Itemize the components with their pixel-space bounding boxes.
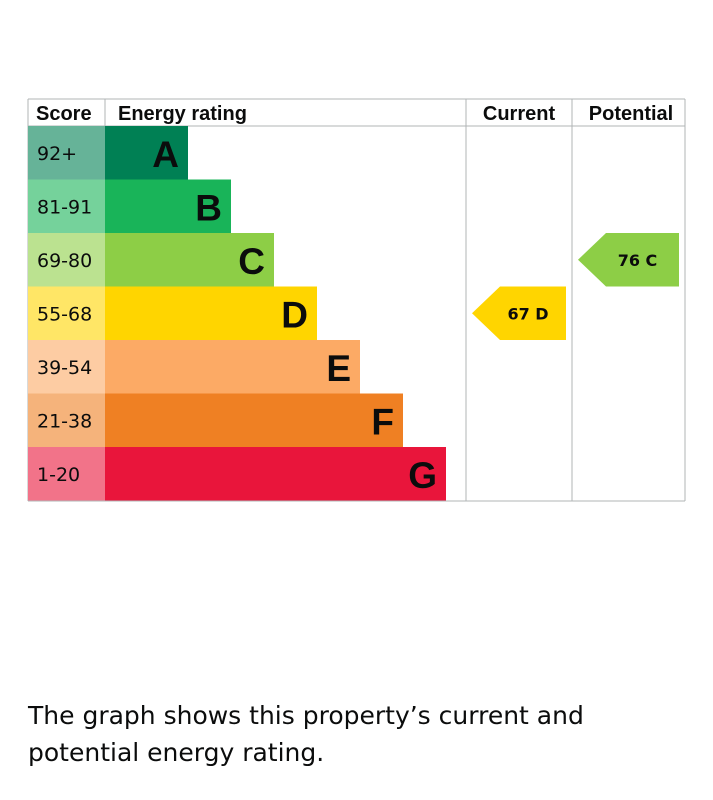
score-cell-a (28, 126, 105, 180)
chart-headers: Score Energy rating Current Potential (36, 103, 673, 125)
score-cell-e (28, 340, 105, 394)
current-rating-label: 67 D (507, 304, 548, 323)
rating-bar-b (105, 179, 231, 233)
score-cell-c (28, 233, 105, 287)
band-letter-c: C (238, 241, 265, 282)
score-label-b: 81-91 (37, 196, 92, 218)
band-letter-e: E (326, 348, 351, 389)
band-letter-g: G (408, 455, 437, 496)
score-cell-g (28, 447, 105, 501)
rating-bar-f (105, 393, 403, 447)
score-cell-f (28, 393, 105, 447)
band-letter-b: B (195, 187, 222, 228)
header-current: Current (483, 103, 556, 125)
header-score: Score (36, 103, 92, 125)
band-letter-d: D (281, 294, 308, 335)
score-label-e: 39-54 (37, 357, 92, 379)
rating-bar-g (105, 447, 446, 501)
potential-rating-arrow (578, 233, 679, 287)
band-letter-f: F (371, 401, 394, 442)
score-cell-d (28, 286, 105, 340)
header-potential: Potential (589, 103, 673, 125)
chart-caption: The graph shows this property’s current … (28, 701, 584, 767)
score-label-g: 1-20 (37, 464, 80, 486)
score-label-d: 55-68 (37, 303, 92, 325)
potential-rating-label: 76 C (618, 251, 658, 270)
score-label-c: 69-80 (37, 250, 92, 272)
header-energy-rating: Energy rating (118, 103, 247, 125)
rating-bar-e (105, 340, 360, 394)
band-letter-a: A (152, 134, 179, 175)
score-label-a: 92+ (37, 143, 77, 165)
rating-bar-c (105, 233, 274, 287)
rating-indicators: 67 D 76 C (472, 233, 679, 340)
score-cell-b (28, 179, 105, 233)
rating-bar-a (105, 126, 188, 180)
score-label-f: 21-38 (37, 410, 92, 432)
current-rating-arrow (472, 286, 566, 340)
rating-bar-d (105, 286, 317, 340)
rating-bands: 92+ A 81-91 B 69-80 C 55-68 D 39-54 E 21-38 F 1-20 G (28, 126, 446, 501)
